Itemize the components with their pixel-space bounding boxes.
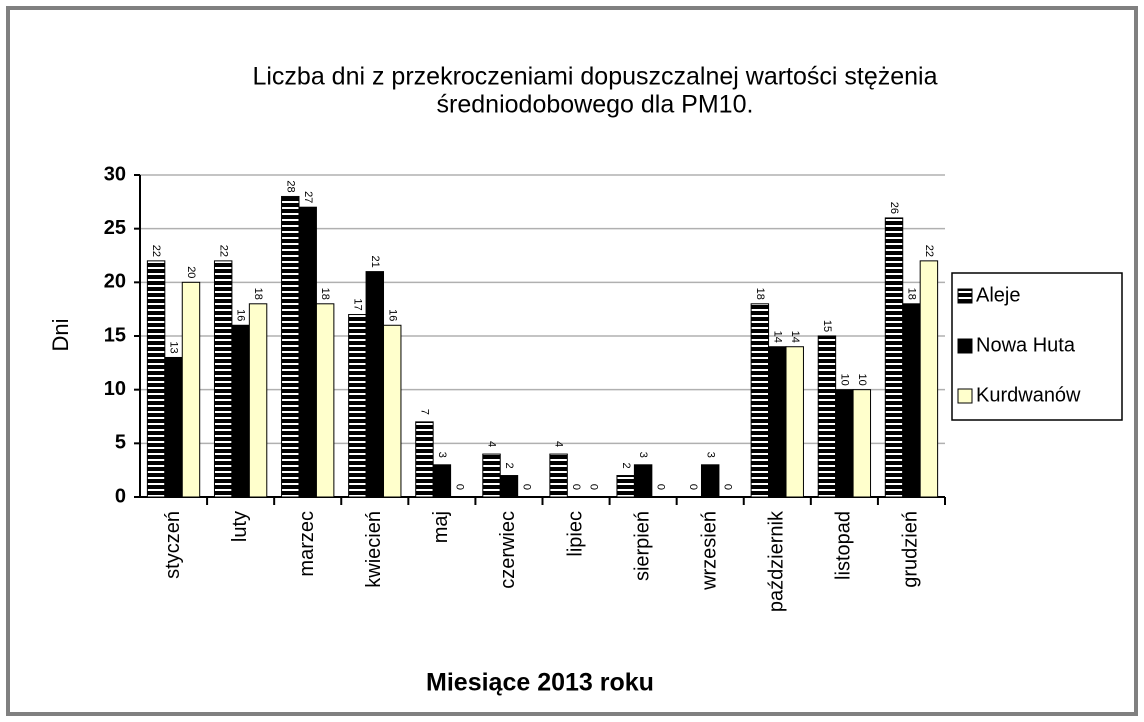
data-label: 0 — [570, 484, 582, 490]
bar — [315, 303, 335, 498]
bar — [248, 303, 268, 498]
data-label: 0 — [722, 484, 734, 490]
bar — [902, 303, 921, 498]
data-label: 14 — [771, 331, 783, 343]
data-label: 2 — [620, 462, 632, 468]
bar — [768, 346, 787, 498]
legend-box — [951, 272, 1123, 421]
data-label: 10 — [856, 374, 868, 386]
bar — [633, 464, 653, 498]
data-label: 3 — [637, 452, 649, 458]
bar — [146, 260, 166, 498]
data-label: 4 — [553, 441, 565, 447]
data-label: 18 — [319, 288, 331, 300]
data-label: 0 — [687, 484, 699, 490]
y-axis-label: Dni — [48, 318, 73, 351]
bar — [415, 421, 434, 498]
bar — [348, 314, 367, 498]
x-tick-label: kwiecień — [363, 511, 385, 588]
data-label: 17 — [351, 298, 363, 310]
data-label: 13 — [168, 341, 180, 353]
bar — [785, 346, 804, 498]
chart-title: średniodobowego dla PM10. — [437, 91, 754, 119]
bar — [549, 453, 568, 498]
x-tick-label: lipiec — [564, 511, 586, 557]
data-label: 15 — [821, 320, 833, 332]
data-label: 28 — [284, 180, 296, 192]
data-label: 20 — [185, 266, 197, 278]
x-tick-label: marzec — [296, 511, 318, 577]
bar — [835, 389, 854, 498]
bar — [700, 464, 720, 498]
x-tick-label: styczeń — [162, 511, 184, 579]
y-tick-label: 15 — [104, 324, 126, 346]
x-tick-label: wrzesień — [698, 511, 720, 591]
bar — [213, 260, 233, 498]
x-tick-label: luty — [229, 511, 251, 542]
data-label: 18 — [906, 288, 918, 300]
x-axis-label: Miesiące 2013 roku — [426, 669, 654, 697]
data-label: 21 — [369, 255, 381, 267]
data-label: 22 — [217, 245, 229, 257]
legend-swatch — [957, 288, 973, 304]
data-label: 0 — [588, 484, 600, 490]
data-label: 3 — [704, 452, 716, 458]
bar — [482, 453, 501, 498]
legend-label: Kurdwanów — [976, 384, 1081, 406]
y-tick-label: 5 — [115, 432, 126, 454]
data-label: 0 — [453, 484, 465, 490]
data-label: 16 — [235, 309, 247, 321]
x-tick-label: październik — [766, 510, 788, 612]
bar — [164, 356, 183, 498]
y-tick-label: 25 — [104, 217, 126, 239]
data-label: 10 — [838, 374, 850, 386]
data-label: 22 — [150, 245, 162, 257]
bar — [231, 324, 250, 498]
bar — [181, 281, 201, 498]
bar — [884, 217, 904, 498]
y-tick-label: 0 — [115, 485, 126, 507]
data-label: 4 — [486, 441, 498, 447]
data-label: 16 — [386, 309, 398, 321]
data-label: 14 — [789, 331, 801, 343]
bar — [383, 324, 402, 498]
bar — [852, 389, 872, 498]
x-tick-label: listopad — [833, 511, 855, 580]
bar — [298, 206, 317, 498]
bar — [817, 335, 837, 498]
data-label: 2 — [503, 462, 515, 468]
x-tick-label: czerwiec — [497, 511, 519, 589]
data-label: 22 — [923, 245, 935, 257]
data-label: 7 — [419, 409, 431, 415]
bar — [432, 464, 452, 498]
data-label: 18 — [754, 288, 766, 300]
data-label: 0 — [520, 484, 532, 490]
bar — [616, 475, 635, 498]
bar — [750, 303, 770, 498]
y-tick-label: 20 — [104, 271, 126, 293]
legend-label: Aleje — [976, 284, 1020, 306]
legend-label: Nowa Huta — [976, 334, 1076, 356]
data-label: 3 — [436, 452, 448, 458]
bar — [499, 475, 519, 498]
data-label: 0 — [655, 484, 667, 490]
data-label: 27 — [302, 191, 314, 203]
bar — [365, 271, 385, 498]
bar — [281, 195, 300, 498]
bar — [919, 260, 939, 498]
y-tick-label: 30 — [104, 163, 126, 185]
x-tick-label: maj — [430, 511, 452, 543]
legend-swatch — [957, 338, 973, 354]
legend-swatch — [957, 388, 973, 404]
y-tick-label: 10 — [104, 378, 126, 400]
x-tick-label: grudzień — [900, 511, 922, 588]
data-label: 26 — [888, 202, 900, 214]
data-label: 18 — [252, 288, 264, 300]
x-tick-label: sierpień — [631, 511, 653, 581]
chart-title: Liczba dni z przekroczeniami dopuszczaln… — [252, 63, 937, 91]
